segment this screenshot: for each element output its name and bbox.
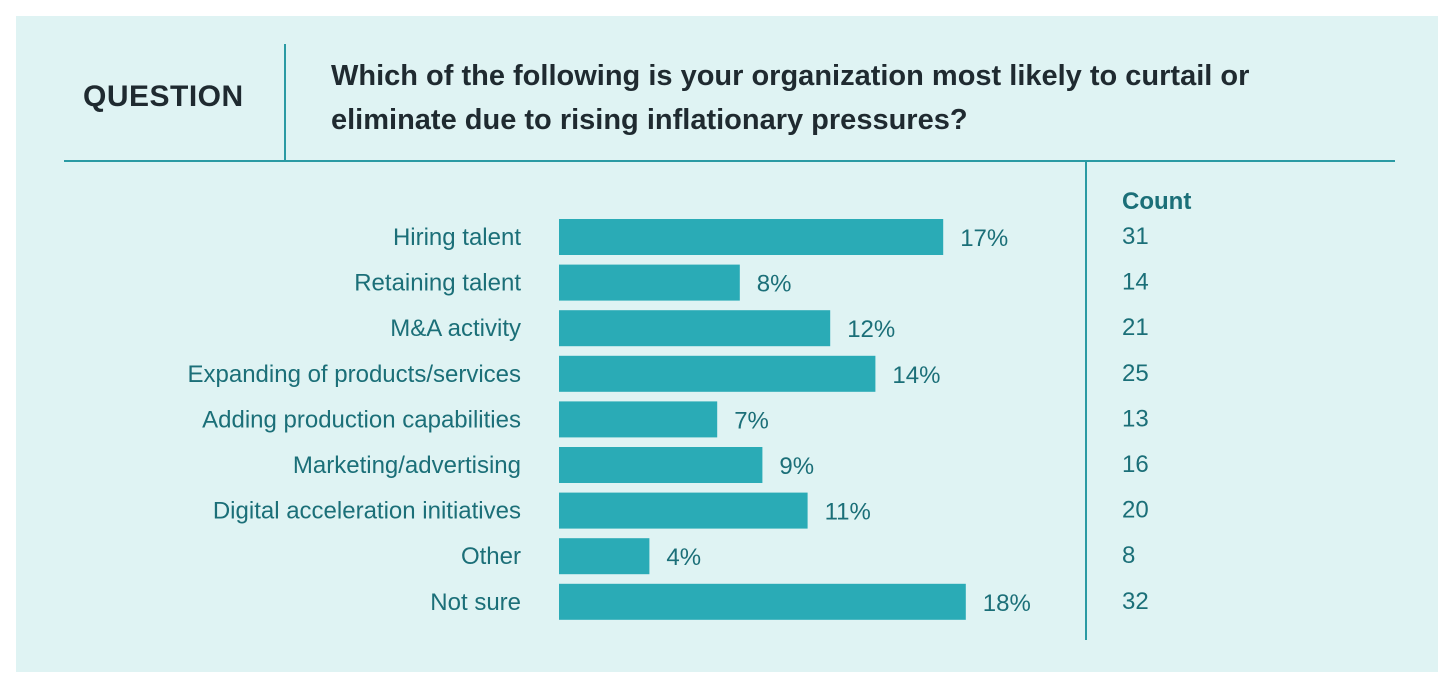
bar (559, 447, 763, 483)
value-label: 11% (825, 499, 871, 526)
category-label: Retaining talent (354, 270, 521, 297)
bar (559, 538, 650, 575)
header-vertical-divider (284, 44, 286, 162)
category-label: Expanding of products/services (187, 361, 521, 388)
category-label: Hiring talent (393, 224, 521, 251)
count-value: 20 (1122, 497, 1149, 524)
count-value: 31 (1122, 223, 1149, 250)
count-value: 8 (1122, 542, 1135, 569)
category-label: Adding production capabilities (202, 406, 521, 433)
value-label: 9% (779, 453, 814, 480)
count-value: 13 (1122, 405, 1149, 432)
question-label: QUESTION (83, 80, 244, 113)
count-value: 25 (1122, 360, 1149, 387)
value-label: 14% (892, 362, 940, 389)
value-label: 7% (734, 407, 769, 434)
bar (559, 310, 831, 347)
count-value: 14 (1122, 269, 1149, 296)
value-label: 12% (847, 316, 895, 343)
bar (559, 355, 876, 392)
value-label: 4% (666, 544, 701, 571)
category-label: M&A activity (390, 315, 521, 342)
bar (559, 492, 808, 529)
category-label: Digital acceleration initiatives (213, 498, 521, 525)
value-label: 18% (983, 590, 1031, 617)
bar (559, 264, 740, 301)
bar (559, 583, 966, 620)
count-header: Count (1122, 188, 1191, 215)
value-label: 17% (960, 225, 1008, 252)
bar (559, 219, 944, 255)
category-label: Not sure (430, 589, 521, 616)
count-value: 16 (1122, 451, 1149, 478)
question-text: Which of the following is your organizat… (331, 60, 1250, 136)
bar (559, 401, 718, 438)
header-horizontal-divider (64, 160, 1395, 162)
count-value: 32 (1122, 588, 1149, 615)
value-label: 8% (757, 271, 792, 298)
category-label: Other (461, 543, 521, 570)
count-column-divider (1085, 162, 1087, 640)
count-value: 21 (1122, 314, 1149, 341)
category-label: Marketing/advertising (293, 452, 521, 479)
